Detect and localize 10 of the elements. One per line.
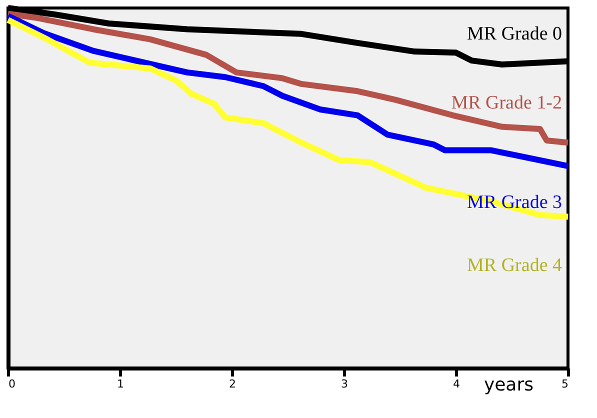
- text: MR Grade 4: [467, 254, 562, 276]
- x-tick-label: 0: [8, 378, 16, 390]
- x-tick-label: 4: [453, 378, 460, 390]
- series-label: MR Grade 0: [467, 23, 562, 44]
- series-label: MR Grade 1-2: [451, 92, 562, 114]
- x-axis-title: years: [484, 374, 534, 396]
- x-tick-label: 3: [341, 378, 348, 390]
- x-tick-label: 5: [562, 378, 568, 390]
- x-tick-label: 1: [117, 378, 124, 390]
- x-tick-label: 2: [229, 378, 236, 390]
